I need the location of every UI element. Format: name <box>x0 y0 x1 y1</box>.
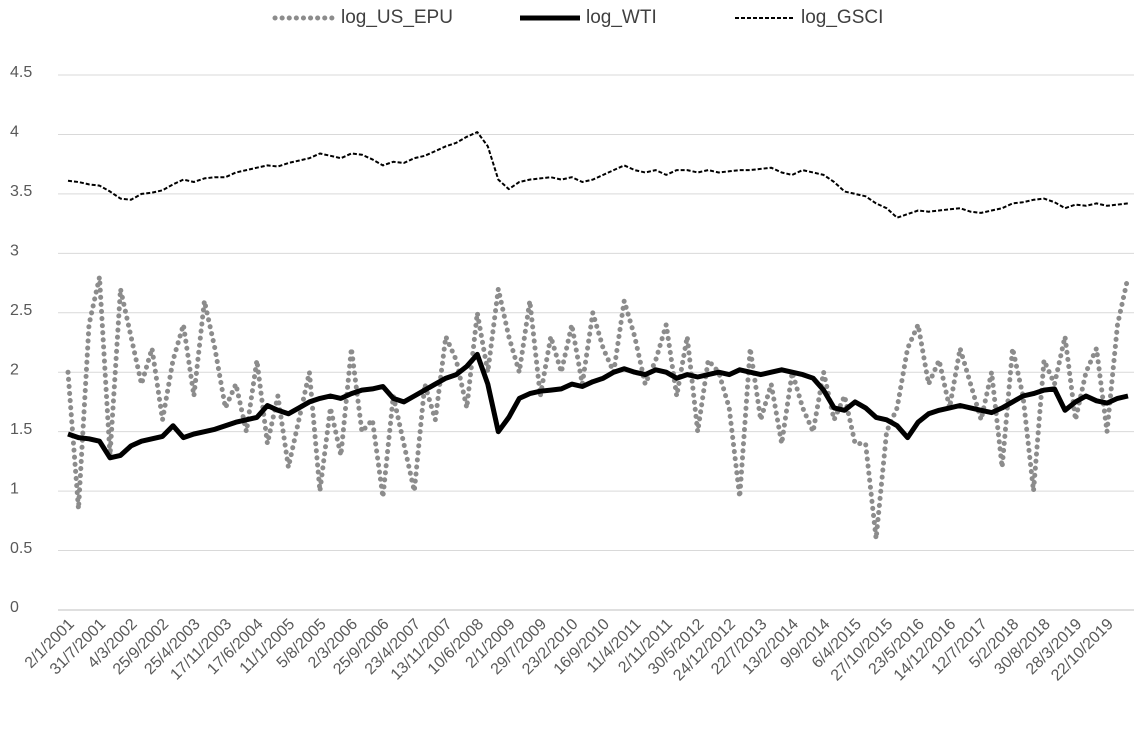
legend-label: log_WTI <box>586 7 657 28</box>
y-tick-label: 4 <box>10 124 19 141</box>
series-line <box>67 131 1129 219</box>
y-tick-label: 0 <box>10 599 19 616</box>
y-tick-label: 2.5 <box>10 302 32 319</box>
y-tick-label: 0.5 <box>10 540 32 557</box>
legend-label: log_GSCI <box>801 7 883 28</box>
y-tick-label: 4.5 <box>10 64 32 81</box>
y-tick-label: 1 <box>10 480 19 497</box>
legend-label: log_US_EPU <box>341 7 453 28</box>
series-line <box>65 274 1131 542</box>
y-tick-label: 2 <box>10 361 19 378</box>
y-tick-label: 3 <box>10 243 19 260</box>
series-line <box>67 351 1129 461</box>
y-tick-label: 1.5 <box>10 421 32 438</box>
y-tick-label: 3.5 <box>10 183 32 200</box>
